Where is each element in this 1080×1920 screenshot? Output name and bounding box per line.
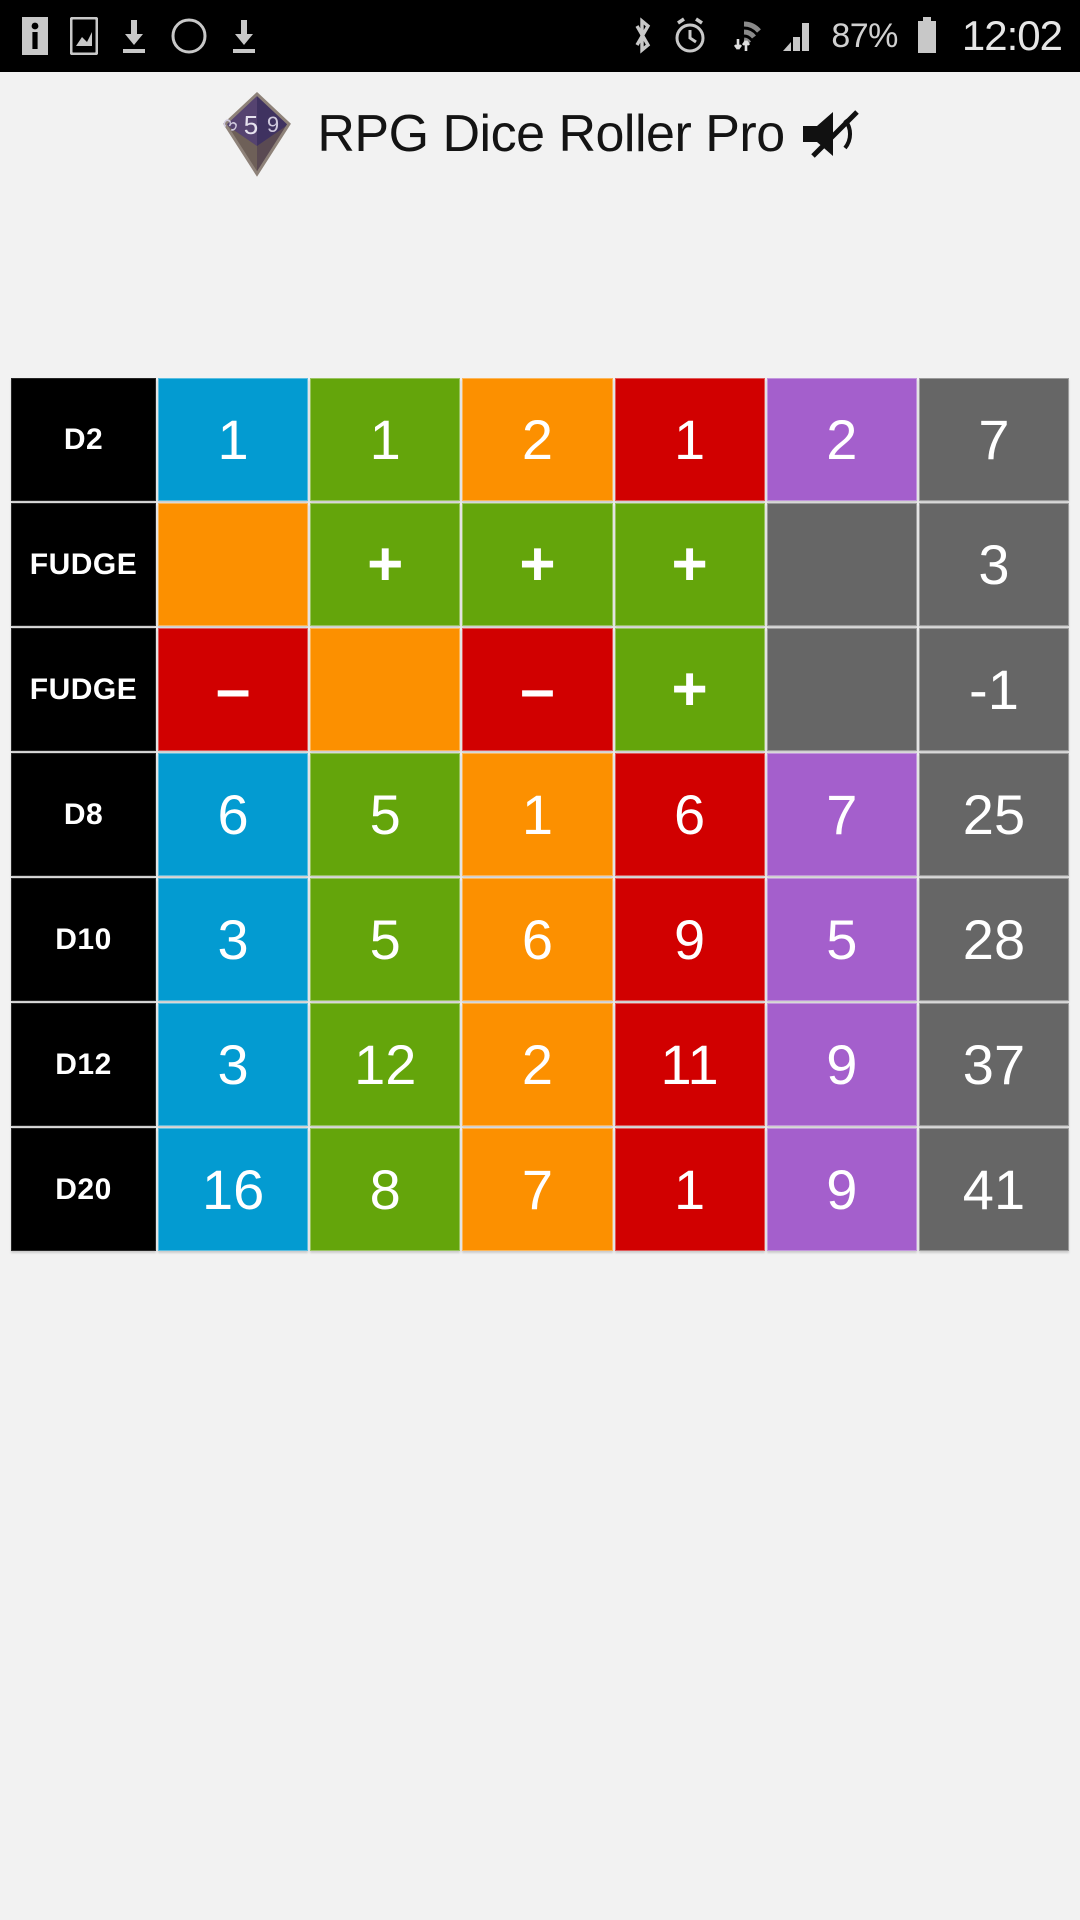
die-result-cell[interactable]: 2 bbox=[462, 378, 613, 501]
die-result-cell[interactable]: 7 bbox=[462, 1128, 613, 1251]
row-total-cell: 28 bbox=[918, 878, 1070, 1001]
row-total-cell: -1 bbox=[918, 628, 1070, 751]
die-result-cell[interactable]: 1 bbox=[310, 378, 461, 501]
die-result-cell[interactable]: + bbox=[614, 628, 765, 751]
die-type-label: FUDGE bbox=[11, 628, 156, 751]
die-result-cell[interactable]: 9 bbox=[766, 1128, 917, 1251]
die-type-label: D20 bbox=[11, 1128, 156, 1251]
die-result-cell[interactable]: 2 bbox=[462, 1003, 613, 1126]
app-header: 5 9 3 RPG Dice Roller Pro bbox=[0, 72, 1080, 182]
row-total-cell: 3 bbox=[918, 503, 1070, 626]
die-result-cell[interactable]: 5 bbox=[310, 753, 461, 876]
cloud-outline-icon bbox=[171, 18, 207, 54]
die-result-cell[interactable]: + bbox=[310, 503, 461, 626]
die-result-cell[interactable]: 8 bbox=[310, 1128, 461, 1251]
svg-text:9: 9 bbox=[267, 112, 279, 137]
die-result-cell[interactable]: 1 bbox=[462, 753, 613, 876]
die-result-cell[interactable]: + bbox=[462, 503, 613, 626]
die-result-cell[interactable]: 1 bbox=[614, 1128, 765, 1251]
table-row: FUDGE – – + -1 bbox=[11, 628, 1070, 751]
die-result-cell[interactable]: 7 bbox=[766, 753, 917, 876]
download-icon bbox=[233, 20, 255, 53]
table-row: D20 16 8 7 1 9 41 bbox=[11, 1128, 1070, 1251]
wifi-icon bbox=[734, 21, 762, 51]
info-icon bbox=[22, 17, 48, 55]
battery-icon bbox=[917, 17, 936, 53]
die-result-cell[interactable]: 6 bbox=[462, 878, 613, 1001]
status-bar-left-icons bbox=[22, 17, 258, 55]
table-row: D12 3 12 2 11 9 37 bbox=[11, 1003, 1070, 1126]
d10-die-icon: 5 9 3 bbox=[220, 91, 292, 177]
die-type-label: D2 bbox=[11, 378, 156, 501]
die-type-label: D8 bbox=[11, 753, 156, 876]
die-result-cell[interactable]: 16 bbox=[158, 1128, 309, 1251]
die-result-cell[interactable]: 3 bbox=[158, 878, 309, 1001]
battery-percent-label: 87% bbox=[831, 16, 898, 55]
die-result-cell[interactable]: 11 bbox=[614, 1003, 765, 1126]
page-title: RPG Dice Roller Pro bbox=[317, 105, 785, 163]
row-total-cell: 25 bbox=[918, 753, 1070, 876]
dice-results-table: D2 1 1 2 1 2 7 FUDGE + + +3 FUDGE – – + -1 D8 6 5 1 6 7 25 D10 3… bbox=[11, 378, 1070, 1253]
alarm-icon bbox=[675, 17, 705, 53]
die-result-cell[interactable] bbox=[310, 628, 461, 751]
row-total-cell: 37 bbox=[918, 1003, 1070, 1126]
die-result-cell[interactable]: 6 bbox=[614, 753, 765, 876]
die-result-cell[interactable]: 5 bbox=[766, 878, 917, 1001]
die-result-cell[interactable]: 12 bbox=[310, 1003, 461, 1126]
table-row: D8 6 5 1 6 7 25 bbox=[11, 753, 1070, 876]
die-result-cell[interactable]: 1 bbox=[614, 378, 765, 501]
die-result-cell[interactable]: 9 bbox=[614, 878, 765, 1001]
die-result-cell[interactable]: 2 bbox=[766, 378, 917, 501]
status-bar-clock: 12:02 bbox=[961, 12, 1063, 59]
die-result-cell[interactable]: 9 bbox=[766, 1003, 917, 1126]
svg-text:5: 5 bbox=[244, 110, 258, 140]
die-result-cell[interactable]: 5 bbox=[310, 878, 461, 1001]
die-result-cell[interactable]: 3 bbox=[158, 1003, 309, 1126]
status-bar: 87% 12:02 bbox=[0, 0, 1080, 72]
download-icon bbox=[123, 20, 145, 53]
die-result-cell[interactable]: – bbox=[462, 628, 613, 751]
table-row: D2 1 1 2 1 2 7 bbox=[11, 378, 1070, 501]
table-row: D10 3 5 6 9 5 28 bbox=[11, 878, 1070, 1001]
row-total-cell: 7 bbox=[918, 378, 1070, 501]
die-result-cell[interactable]: 6 bbox=[158, 753, 309, 876]
row-total-cell: 41 bbox=[918, 1128, 1070, 1251]
status-bar-right-icons: 87% 12:02 bbox=[629, 12, 1063, 60]
table-row: FUDGE + + +3 bbox=[11, 503, 1070, 626]
die-result-cell[interactable] bbox=[766, 503, 917, 626]
bluetooth-icon bbox=[635, 17, 651, 54]
die-result-cell[interactable]: + bbox=[614, 503, 765, 626]
die-result-cell[interactable] bbox=[766, 628, 917, 751]
signal-icon bbox=[783, 23, 810, 51]
die-type-label: D12 bbox=[11, 1003, 156, 1126]
sound-muted-icon[interactable] bbox=[799, 106, 869, 162]
die-result-cell[interactable]: – bbox=[158, 628, 309, 751]
die-type-label: FUDGE bbox=[11, 503, 156, 626]
die-result-cell[interactable] bbox=[158, 503, 309, 626]
die-result-cell[interactable]: 1 bbox=[158, 378, 309, 501]
screenshot-icon bbox=[70, 17, 98, 55]
die-type-label: D10 bbox=[11, 878, 156, 1001]
